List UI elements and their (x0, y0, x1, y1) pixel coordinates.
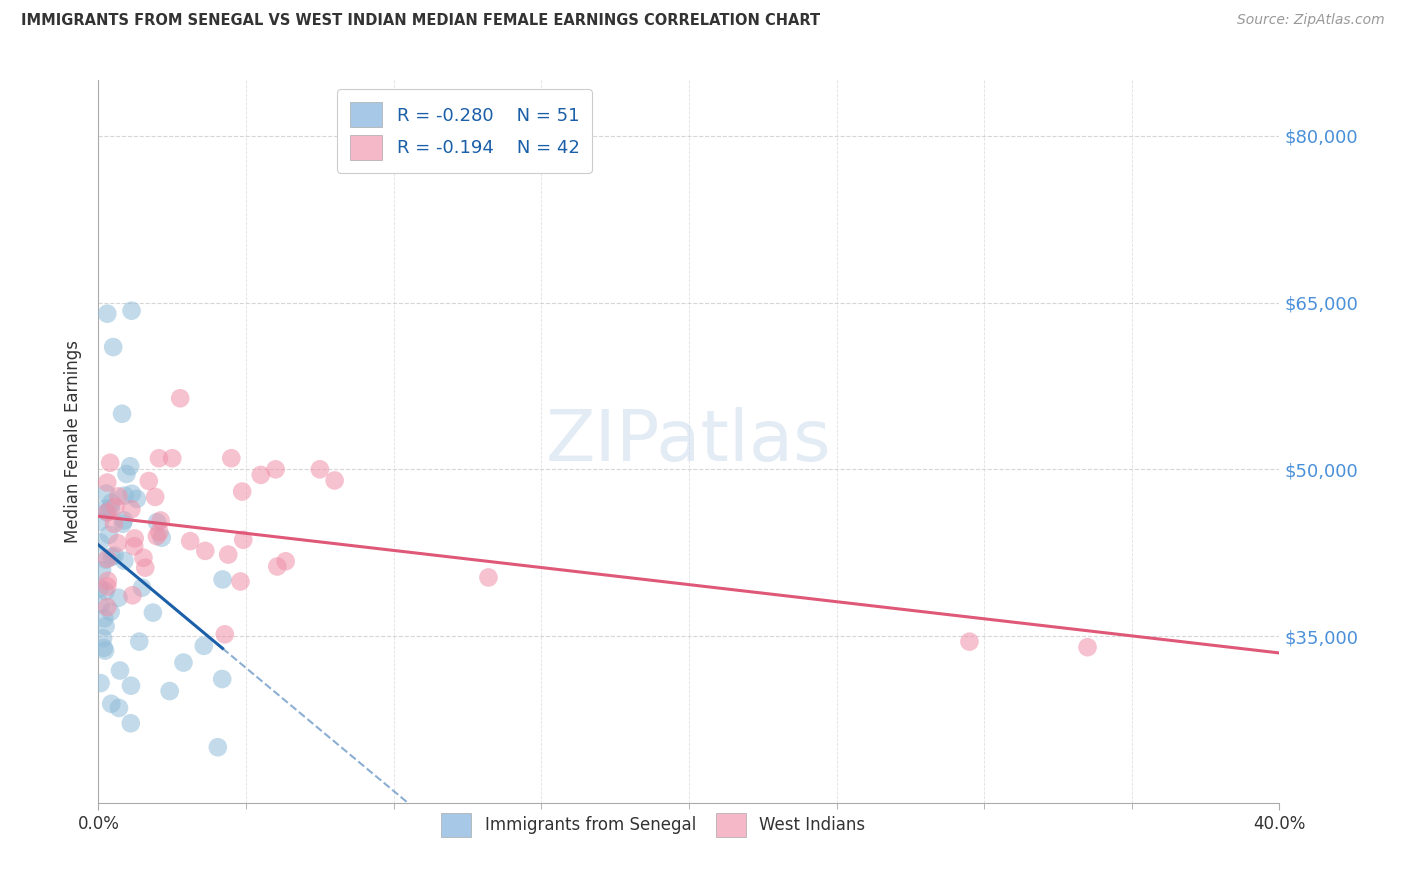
Point (103, 549, 125, 563)
Point (193, 639, 215, 653)
Point (100, 697, 122, 711)
Point (94, 619, 117, 633)
Point (104, 500, 127, 514)
Point (111, 516, 134, 531)
Point (93, 502, 115, 516)
Text: IMMIGRANTS FROM SENEGAL VS WEST INDIAN MEDIAN FEMALE EARNINGS CORRELATION CHART: IMMIGRANTS FROM SENEGAL VS WEST INDIAN M… (21, 13, 820, 29)
Point (128, 634, 150, 648)
Text: ZIPatlas: ZIPatlas (546, 407, 832, 476)
Point (172, 656, 194, 670)
Point (959, 634, 981, 648)
Point (91, 563, 114, 577)
Point (100, 605, 122, 619)
Point (96, 505, 118, 519)
Y-axis label: Median Female Earnings: Median Female Earnings (65, 340, 83, 543)
Point (149, 514, 172, 528)
Point (264, 462, 287, 476)
Point (96, 307, 118, 321)
Point (266, 559, 288, 574)
Point (111, 407, 134, 421)
Point (120, 716, 142, 731)
Point (98, 528, 121, 542)
Point (107, 489, 129, 503)
Point (90, 676, 112, 690)
Point (323, 474, 346, 488)
Point (115, 467, 138, 481)
Point (124, 532, 146, 546)
Point (91, 632, 114, 646)
Point (98, 456, 121, 470)
Point (108, 664, 131, 678)
Point (96, 486, 118, 500)
Point (148, 451, 170, 466)
Point (100, 501, 122, 516)
Point (94, 552, 117, 566)
Point (194, 544, 217, 558)
Point (121, 588, 143, 602)
Point (103, 340, 125, 354)
Point (231, 484, 253, 499)
Point (477, 570, 499, 584)
Point (211, 672, 233, 686)
Point (217, 548, 239, 562)
Point (96, 475, 118, 490)
Point (103, 516, 125, 531)
Point (100, 496, 122, 510)
Point (121, 303, 143, 318)
Point (207, 740, 229, 755)
Legend: Immigrants from Senegal, West Indians: Immigrants from Senegal, West Indians (433, 805, 875, 845)
Point (138, 474, 160, 488)
Point (97, 574, 120, 588)
Point (169, 391, 191, 405)
Point (89, 535, 111, 549)
Point (93, 640, 115, 655)
Point (250, 467, 273, 482)
Point (93, 611, 115, 625)
Point (108, 701, 131, 715)
Point (134, 560, 156, 574)
Point (120, 502, 142, 516)
Point (100, 549, 122, 564)
Point (159, 684, 181, 698)
Point (162, 451, 183, 466)
Point (94, 584, 117, 599)
Point (274, 554, 297, 568)
Point (94, 643, 117, 657)
Point (309, 462, 332, 476)
Point (121, 487, 143, 501)
Point (143, 490, 166, 504)
Point (96, 551, 118, 566)
Point (114, 489, 136, 503)
Point (125, 491, 148, 506)
Point (232, 533, 254, 547)
Point (107, 536, 129, 550)
Point (148, 525, 170, 540)
Point (112, 554, 135, 568)
Point (214, 627, 236, 641)
Point (131, 581, 153, 595)
Point (142, 606, 165, 620)
Point (96, 505, 118, 519)
Point (90, 597, 112, 611)
Point (89, 581, 111, 595)
Point (229, 574, 252, 589)
Point (122, 539, 145, 553)
Point (96, 579, 118, 593)
Text: Source: ZipAtlas.com: Source: ZipAtlas.com (1237, 13, 1385, 28)
Point (107, 591, 129, 605)
Point (132, 550, 155, 565)
Point (112, 513, 135, 527)
Point (120, 459, 142, 474)
Point (146, 529, 169, 543)
Point (150, 531, 173, 545)
Point (96, 600, 118, 615)
Point (89, 515, 111, 529)
Point (221, 451, 243, 466)
Point (146, 515, 169, 529)
Point (1077, 640, 1099, 655)
Point (211, 573, 233, 587)
Point (120, 679, 142, 693)
Point (179, 534, 201, 549)
